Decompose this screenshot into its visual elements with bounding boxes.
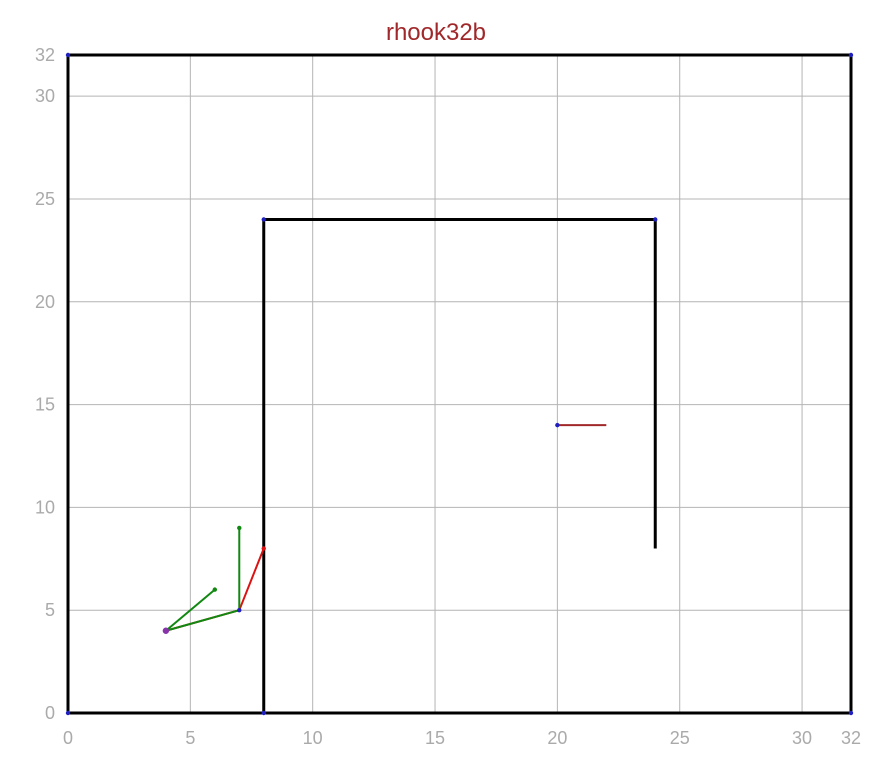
x-tick-label: 15 xyxy=(425,728,445,748)
green-path-vertex xyxy=(212,587,218,592)
wall-hook xyxy=(262,218,657,713)
tick-labels: 0 5 10 15 20 25 30 32 0 5 10 15 20 25 30 32 xyxy=(35,45,861,748)
y-tick-label: 15 xyxy=(35,395,55,415)
x-tick-label: 10 xyxy=(303,728,323,748)
red-path-vertex xyxy=(237,607,242,613)
x-tick-label: 32 xyxy=(841,728,861,748)
x-tick-label: 5 xyxy=(185,728,195,748)
green-path-vertex xyxy=(237,525,242,531)
wall-vertex xyxy=(261,710,266,716)
wall-vertex xyxy=(261,217,266,222)
paths xyxy=(164,424,607,632)
x-tick-label: 20 xyxy=(547,728,567,748)
green-path xyxy=(164,527,241,632)
y-tick-label: 10 xyxy=(35,497,55,517)
red-path-vertex xyxy=(261,546,266,551)
x-tick-label: 25 xyxy=(670,728,690,748)
wall-vertex xyxy=(848,52,854,58)
y-tick-label: 30 xyxy=(35,86,55,106)
y-tick-label: 32 xyxy=(35,45,55,65)
wall-vertex xyxy=(848,710,854,716)
grid xyxy=(67,54,852,714)
x-tick-label: 30 xyxy=(792,728,812,748)
y-tick-label: 20 xyxy=(35,292,55,312)
wall-vertex xyxy=(65,52,71,58)
y-tick-label: 25 xyxy=(35,189,55,209)
y-tick-label: 5 xyxy=(45,600,55,620)
wall-vertex xyxy=(653,217,658,222)
chart-title: rhook32b xyxy=(386,19,486,46)
y-tick-label: 0 xyxy=(45,703,55,723)
start-marker xyxy=(162,627,170,634)
x-tick-label: 0 xyxy=(63,728,73,748)
markers xyxy=(65,52,854,716)
wall-vertex xyxy=(65,710,71,716)
goal-vertex xyxy=(555,422,560,428)
